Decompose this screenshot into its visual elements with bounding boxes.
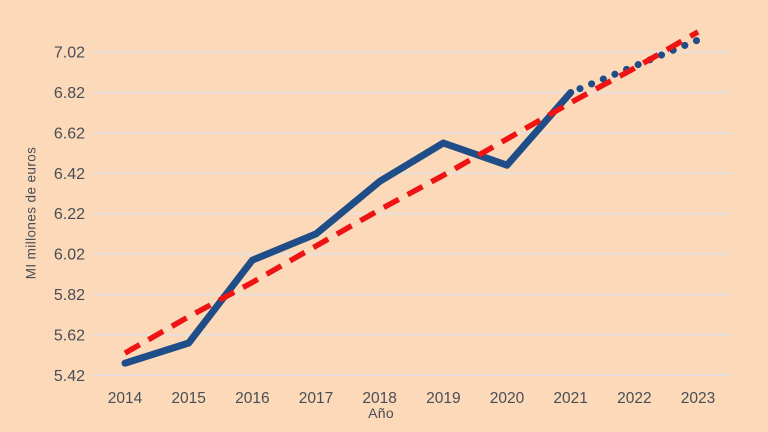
x-tick-label: 2019 <box>426 390 460 407</box>
x-tick-label: 2020 <box>490 390 525 407</box>
x-tick-label: 2016 <box>235 390 269 407</box>
x-tick-label: 2014 <box>108 390 143 407</box>
x-tick-label: 2023 <box>681 390 715 407</box>
y-tick-label: 5.82 <box>54 287 85 304</box>
solid-actual-line <box>121 89 575 367</box>
dotted-projection-line <box>567 36 702 96</box>
y-tick-label: 6.02 <box>54 247 85 264</box>
x-axis-title: Año <box>368 405 394 421</box>
y-tick-label: 7.02 <box>54 45 85 62</box>
y-tick-label: 5.62 <box>54 327 85 344</box>
y-axis-title: MI millones de euros <box>23 146 39 280</box>
dashed-trend-line <box>123 29 700 356</box>
y-tick-label: 6.62 <box>54 125 85 142</box>
x-tick-label: 2022 <box>617 390 651 407</box>
x-tick-label: 2018 <box>362 390 396 407</box>
y-tick-label: 5.42 <box>54 368 85 385</box>
x-tick-label: 2021 <box>553 390 587 407</box>
x-tick-label: 2017 <box>299 390 333 407</box>
y-tick-label: 6.82 <box>54 85 85 102</box>
y-tick-label: 6.42 <box>54 166 85 183</box>
y-tick-label: 6.22 <box>54 206 85 223</box>
x-tick-label: 2015 <box>171 390 205 407</box>
